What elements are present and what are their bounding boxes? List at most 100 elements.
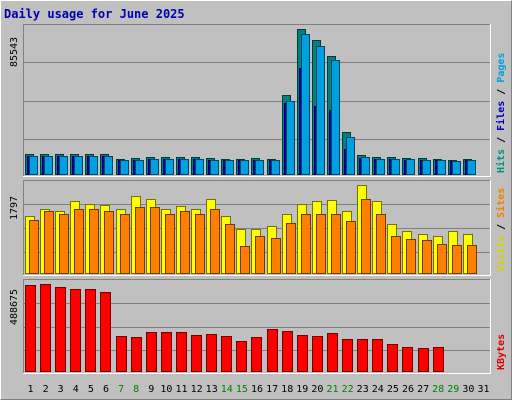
bar-sites-day-14	[225, 224, 235, 274]
bar-sites-day-20	[316, 214, 326, 274]
bar-kbytes-day-2	[40, 284, 51, 372]
panel-mid-legend: Visits / Sites	[495, 188, 507, 272]
bar-pages-day-17	[271, 160, 280, 175]
bar-pages-day-15	[240, 160, 249, 175]
legend-bot-part-0: KBytes	[496, 334, 507, 370]
bar-sites-day-23	[361, 199, 371, 274]
bar-sites-day-15	[240, 246, 250, 274]
legend-top-part-1: /	[496, 131, 507, 149]
bar-pages-day-14	[225, 160, 234, 175]
bar-kbytes-day-10	[161, 332, 172, 372]
bar-sites-day-10	[165, 214, 175, 274]
bar-kbytes-day-6	[100, 292, 111, 372]
bar-sites-day-25	[391, 236, 401, 274]
bar-sites-day-6	[104, 211, 114, 274]
bar-sites-day-13	[210, 209, 220, 274]
bar-pages-day-6	[104, 156, 113, 175]
bar-pages-day-16	[255, 160, 264, 175]
bar-pages-day-10	[165, 159, 174, 175]
bar-kbytes-day-24	[372, 339, 383, 372]
day-label-15: 15	[236, 384, 248, 395]
day-label-5: 5	[88, 384, 94, 395]
bar-kbytes-day-26	[402, 347, 413, 372]
day-label-7: 7	[118, 384, 124, 395]
day-label-18: 18	[281, 384, 293, 395]
bar-kbytes-day-14	[221, 336, 232, 372]
day-label-13: 13	[206, 384, 218, 395]
bar-pages-day-25	[391, 159, 400, 175]
bar-pages-day-28	[437, 160, 446, 175]
bar-pages-day-23	[361, 157, 370, 175]
bar-kbytes-day-15	[236, 341, 247, 372]
bar-kbytes-day-8	[131, 337, 142, 372]
legend-top-part-2: Files	[495, 101, 507, 131]
bar-pages-day-1	[29, 156, 38, 175]
bar-sites-day-2	[44, 211, 54, 274]
bar-sites-day-26	[406, 239, 416, 274]
panel-bot-max-label: 488675	[9, 289, 20, 325]
bar-pages-day-3	[59, 156, 68, 175]
legend-top-part-4: Pages	[496, 53, 507, 83]
bar-sites-day-22	[346, 221, 356, 274]
bar-sites-day-17	[271, 238, 281, 274]
day-label-11: 11	[175, 384, 187, 395]
bar-sites-day-30	[467, 245, 477, 274]
day-label-27: 27	[417, 384, 429, 395]
day-label-31: 31	[477, 384, 489, 395]
panel-top-area	[23, 24, 491, 177]
legend-top-part-3: /	[496, 83, 507, 101]
bar-kbytes-day-22	[342, 339, 353, 372]
bar-kbytes-day-17	[267, 329, 278, 372]
bar-sites-day-28	[437, 244, 447, 274]
bar-kbytes-day-1	[25, 285, 36, 372]
day-label-10: 10	[160, 384, 172, 395]
bar-kbytes-day-20	[312, 336, 323, 372]
bar-pages-day-11	[180, 159, 189, 175]
bar-kbytes-day-12	[191, 335, 202, 372]
bar-pages-day-20	[316, 46, 325, 175]
day-label-2: 2	[43, 384, 49, 395]
bar-kbytes-day-27	[418, 348, 429, 372]
bar-sites-day-5	[89, 209, 99, 274]
day-label-4: 4	[73, 384, 79, 395]
bar-kbytes-day-4	[70, 289, 81, 372]
day-label-29: 29	[447, 384, 459, 395]
day-label-26: 26	[402, 384, 414, 395]
bar-sites-day-19	[301, 214, 311, 274]
bar-pages-day-19	[301, 34, 310, 175]
bar-sites-day-1	[29, 220, 39, 274]
panel-top-max-label: 85543	[9, 37, 20, 67]
bar-sites-day-24	[376, 214, 386, 274]
legend-mid-part-2: Sites	[495, 188, 507, 218]
bar-pages-day-26	[406, 159, 415, 175]
bar-sites-day-11	[180, 211, 190, 274]
bar-pages-day-21	[331, 60, 340, 175]
bar-pages-day-12	[195, 159, 204, 175]
day-label-12: 12	[191, 384, 203, 395]
bar-sites-day-29	[452, 245, 462, 274]
bar-pages-day-24	[376, 159, 385, 175]
day-label-20: 20	[311, 384, 323, 395]
bar-kbytes-day-3	[55, 287, 66, 372]
legend-top-part-0: Hits	[495, 149, 507, 173]
bar-kbytes-day-28	[433, 347, 444, 372]
bar-sites-day-3	[59, 214, 69, 274]
day-label-3: 3	[58, 384, 64, 395]
bar-sites-day-16	[255, 236, 265, 274]
day-label-25: 25	[387, 384, 399, 395]
panel-mid-max-label: 1797	[9, 196, 20, 220]
bar-pages-day-22	[346, 137, 355, 175]
bar-pages-day-9	[150, 159, 159, 175]
bar-pages-day-13	[210, 160, 219, 175]
day-label-14: 14	[221, 384, 233, 395]
bar-kbytes-day-16	[251, 337, 262, 372]
day-label-9: 9	[148, 384, 154, 395]
bar-kbytes-day-21	[327, 333, 338, 372]
bar-pages-day-27	[422, 160, 431, 175]
bar-sites-day-27	[422, 240, 432, 274]
bar-pages-day-18	[286, 101, 295, 175]
bar-pages-day-5	[89, 156, 98, 175]
bar-pages-day-30	[467, 160, 476, 175]
day-label-17: 17	[266, 384, 278, 395]
